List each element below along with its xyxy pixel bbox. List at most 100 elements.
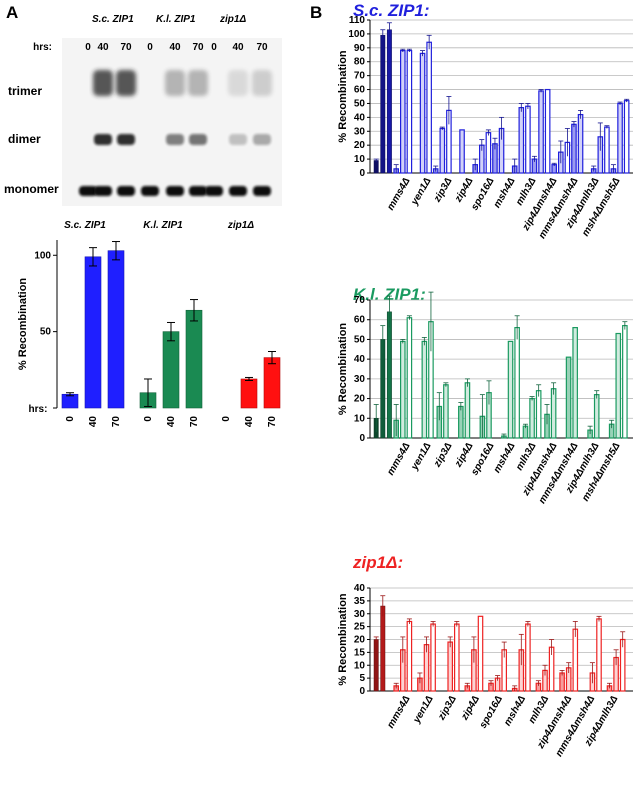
mutant-bar [596,618,602,692]
panel-a-label: A [6,3,18,22]
gel-band-dimer [253,134,271,145]
y-tick-label: 40 [354,354,366,365]
gel-strain-sc: S.c. ZIP1 [92,14,134,25]
mutant-bar [406,49,413,174]
chart-title: K.l. ZIP1: [353,285,426,304]
mutant-bar [443,384,449,439]
bar [61,393,79,409]
bar [263,357,281,409]
gel-band-trimer [165,70,185,96]
gel-band-monomer [166,186,184,196]
group-title: zip1Δ [227,220,254,231]
gel-lane-label: 40 [232,42,244,53]
mutant-bar [459,129,465,174]
gel-lane-label: 70 [192,42,204,53]
mutant-bar [538,90,544,174]
y-tick-label: 0 [359,686,365,697]
category-label: msh4Δ [492,176,518,210]
gel-strain-kl: K.l. ZIP1 [156,14,196,25]
control-bar [380,339,386,439]
y-tick-label: 20 [354,394,366,405]
mutant-bar [507,340,514,439]
chart-title: S.c. ZIP1: [353,1,430,20]
gel-hrs-label: hrs: [33,42,52,53]
gel-band-monomer [117,186,135,196]
gel-band-dimer [229,134,247,145]
mutant-bar [518,107,525,174]
gel-band-monomer [94,186,112,196]
y-tick-label: 40 [354,583,366,594]
mutant-bar [623,100,630,174]
y-tick-label: 0 [359,168,365,179]
category-label: zip3Δ [431,176,454,205]
bar [240,378,258,409]
y-tick-label: 70 [354,295,366,306]
y-tick-label: 10 [354,660,366,671]
mutant-bar [464,382,471,439]
gel-band-monomer [79,186,97,196]
y-tick-label: 110 [349,15,366,26]
category-label: mlh3Δ [527,694,552,726]
x-tick-label: 40 [88,416,99,428]
y-tick-label: 50 [40,327,52,338]
x-tick-label: 0 [143,416,154,422]
control-bar [380,35,386,174]
mutant-bar [622,325,628,439]
y-axis-label: % Recombination [17,278,29,371]
mutant-bar [544,88,551,174]
mutant-bar [525,623,531,692]
y-tick-label: 80 [354,57,366,68]
mutant-bar [535,390,542,439]
category-label: zip4Δ [459,694,482,723]
mutant-bar [419,52,426,174]
gel-background [62,38,282,206]
mutant-bar [426,41,432,174]
control-bar [386,311,392,439]
control-bar [380,605,386,692]
gel-band-trimer [116,70,136,96]
y-tick-label: 60 [354,315,366,326]
gel-image: S.c. ZIP1 K.l. ZIP1 zip1Δ hrs: 0 40 70 0 40 7… [4,14,282,206]
control-bar [373,160,379,174]
y-tick-label: 35 [354,596,366,607]
control-bar [386,29,392,174]
y-tick-label: 30 [354,374,366,385]
gel-band-dimer [166,134,184,145]
category-label: yen1Δ [411,694,436,726]
category-label: mms4Δ [385,441,412,478]
x-tick-label: 70 [189,416,200,428]
gel-band-trimer [252,70,272,96]
mutant-bar [406,317,413,439]
mutant-bar [439,127,446,174]
mutant-bar [477,615,484,692]
mutant-bar [593,394,600,439]
category-label: spo16Δ [478,694,505,731]
y-tick-label: 5 [359,673,365,684]
gel-lane-label: 0 [147,42,153,53]
mutant-bar [421,340,428,439]
y-tick-label: 90 [354,43,366,54]
gel-band-monomer [141,186,159,196]
mutant-bar [577,113,584,174]
mutant-bar [565,356,572,439]
bar [84,256,102,409]
y-tick-label: 30 [354,609,366,620]
gel-lane-label: 40 [169,42,181,53]
y-tick-label: 20 [354,140,366,151]
gel-strain-zip1: zip1Δ [219,14,246,25]
mutant-bar [615,332,622,439]
y-tick-label: 10 [354,154,366,165]
panel-b-label: B [310,3,322,22]
gel-band-dimer [117,134,135,145]
x-tick-label: 40 [244,416,255,428]
y-tick-label: 50 [354,334,366,345]
mutant-bar [571,123,577,174]
gel-lane-label: 0 [211,42,217,53]
y-tick-label: 40 [354,112,366,123]
category-label: msh4Δ [502,694,528,728]
mutant-bar [400,49,406,174]
mutant-bar [447,641,454,692]
mutant-bar [572,628,579,692]
